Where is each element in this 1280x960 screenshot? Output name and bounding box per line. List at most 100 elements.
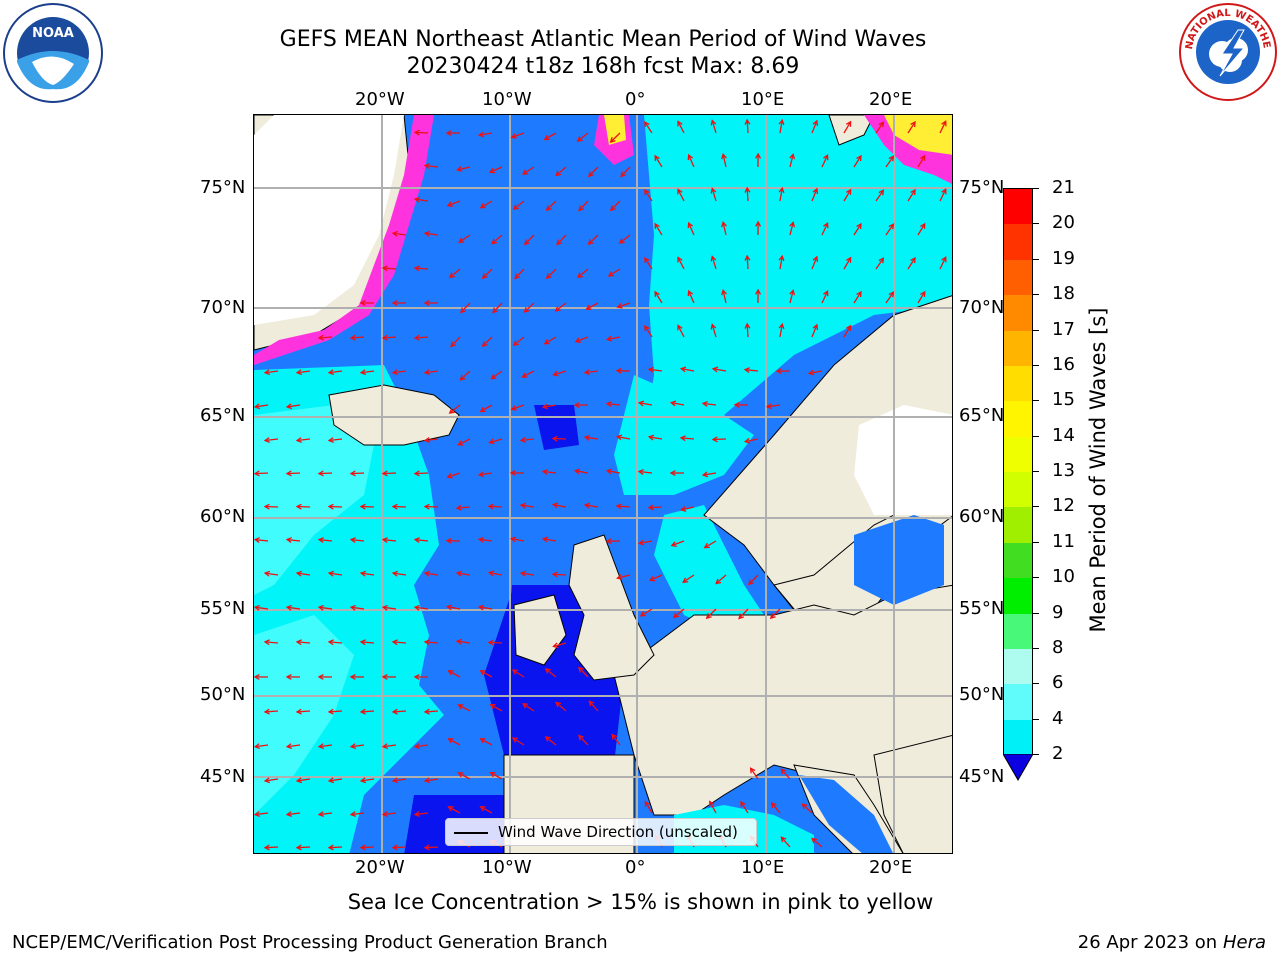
wind-wave-arrowhead xyxy=(423,437,430,443)
wind-wave-arrowhead xyxy=(551,571,558,578)
wind-wave-arrowhead xyxy=(327,570,335,577)
wind-wave-arrowhead xyxy=(637,469,644,475)
wind-wave-arrow xyxy=(722,154,727,168)
map-canvas xyxy=(254,115,952,853)
wind-wave-arrow xyxy=(853,223,862,236)
wind-wave-arrow xyxy=(620,166,631,177)
lat-tick-left: 55°N xyxy=(200,598,246,619)
lat-tick-left: 70°N xyxy=(200,297,246,318)
ocean-6-8s-west xyxy=(254,405,374,595)
wind-wave-arrow xyxy=(350,336,365,339)
wind-wave-arrowhead xyxy=(778,118,785,126)
wind-wave-arrow xyxy=(460,370,471,381)
wind-wave-arrow xyxy=(524,302,535,313)
colorbar-tick-mark xyxy=(1033,647,1039,649)
wind-wave-arrowhead xyxy=(670,541,677,547)
wind-wave-arrowhead xyxy=(349,811,356,818)
wind-wave-arrow xyxy=(415,744,429,748)
wind-wave-arrow xyxy=(843,189,852,202)
wind-wave-arrowhead xyxy=(489,772,496,778)
wind-wave-arrow xyxy=(392,710,407,713)
wind-wave-arrow xyxy=(415,812,429,816)
wind-wave-arrowhead xyxy=(556,239,563,246)
wind-wave-arrow xyxy=(511,404,525,411)
wind-wave-arrowhead xyxy=(573,468,581,475)
wind-wave-arrow xyxy=(585,370,599,374)
map-panel[interactable] xyxy=(253,114,953,854)
wind-wave-arrowhead xyxy=(359,639,366,646)
wind-wave-arrowhead xyxy=(413,334,420,341)
wind-wave-arrow xyxy=(617,435,631,440)
wind-wave-arrowhead xyxy=(381,265,388,272)
colorbar-tick-mark xyxy=(1033,364,1039,366)
wind-wave-arrowhead xyxy=(620,171,627,178)
wind-wave-arrowhead xyxy=(711,436,718,443)
wind-wave-arrowhead xyxy=(910,120,916,128)
wind-wave-arrow xyxy=(329,778,343,782)
map-gridlines xyxy=(254,115,952,853)
wind-wave-arrow xyxy=(265,438,279,442)
wind-wave-arrow xyxy=(414,131,429,134)
wind-wave-arrow xyxy=(424,710,439,713)
wind-wave-arrow xyxy=(489,571,503,576)
wind-wave-arrowhead xyxy=(285,470,292,477)
wind-wave-arrowhead xyxy=(391,639,398,646)
wind-wave-arrowhead xyxy=(878,189,885,196)
wind-wave-arrowhead xyxy=(510,133,517,139)
wind-wave-arrow xyxy=(287,812,301,816)
wind-wave-arrow xyxy=(425,164,439,168)
wind-wave-arrow xyxy=(821,290,829,304)
wind-wave-arrow xyxy=(360,710,375,713)
wind-wave-arrowhead xyxy=(254,604,261,611)
wind-wave-arrow xyxy=(556,234,567,245)
wind-wave-arrowhead xyxy=(654,222,660,229)
wind-wave-arrowhead xyxy=(285,673,292,680)
wind-wave-arrowhead xyxy=(780,836,787,843)
wind-wave-arrow xyxy=(319,606,333,610)
wind-wave-arrow xyxy=(703,472,717,476)
wind-wave-arrow xyxy=(521,504,535,508)
wind-wave-arrow xyxy=(521,572,535,576)
wind-wave-arrowhead xyxy=(521,372,528,378)
wind-wave-arrowhead xyxy=(778,254,785,262)
wind-wave-arrowhead xyxy=(920,290,926,297)
wind-wave-arrowhead xyxy=(413,196,421,203)
wind-wave-arrowhead xyxy=(327,437,334,443)
wind-wave-arrowhead xyxy=(801,803,808,810)
wind-wave-arrowhead xyxy=(522,703,529,709)
wind-wave-arrowhead xyxy=(611,733,618,740)
colorbar-segment xyxy=(1004,401,1032,438)
wind-wave-arrowhead xyxy=(687,221,694,229)
iceland-land xyxy=(328,384,460,446)
footer-date: 26 Apr 2023 on Hera xyxy=(1078,932,1266,953)
wind-wave-arrow xyxy=(649,574,663,581)
wind-wave-arrow xyxy=(939,257,947,270)
wind-wave-arrowhead xyxy=(856,154,862,162)
wind-wave-arrowhead xyxy=(327,777,335,784)
wind-wave-arrow xyxy=(479,606,493,610)
wind-wave-arrowhead xyxy=(447,806,454,812)
wind-wave-arrowhead xyxy=(551,435,558,442)
wind-wave-arrow xyxy=(607,402,621,406)
wind-wave-arrowhead xyxy=(552,370,559,377)
wind-wave-arrow xyxy=(746,187,749,202)
wind-wave-arrow xyxy=(264,846,279,849)
wind-wave-arrow xyxy=(319,812,333,816)
wind-wave-arrow xyxy=(488,641,503,644)
wind-wave-arrowhead xyxy=(521,169,529,175)
colorbar-segment xyxy=(1004,684,1032,721)
colorbar-label: Mean Period of Wind Waves [s] xyxy=(1086,307,1110,633)
wind-wave-arrow xyxy=(488,505,503,508)
wind-wave-arrowhead xyxy=(878,121,885,128)
wind-wave-arrowhead xyxy=(423,570,431,577)
wind-wave-arrowhead xyxy=(587,171,594,178)
wind-wave-arrowhead xyxy=(285,811,292,818)
wind-wave-arrow xyxy=(907,121,916,134)
wind-wave-arrow xyxy=(577,268,589,278)
wind-wave-arrowhead xyxy=(423,369,431,376)
wind-wave-arrow xyxy=(383,812,397,816)
wind-wave-arrow xyxy=(425,438,439,442)
wind-wave-arrowhead xyxy=(423,639,430,646)
wind-wave-arrowhead xyxy=(349,470,356,477)
wind-wave-arrowhead xyxy=(615,503,622,510)
